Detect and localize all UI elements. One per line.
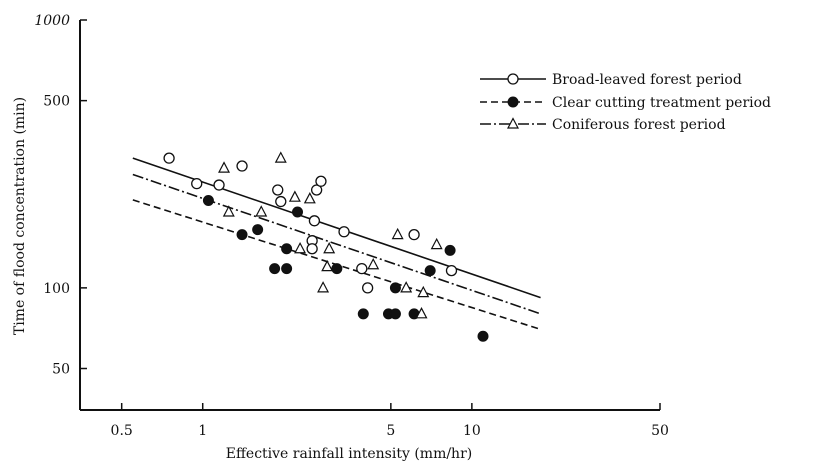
data-point [357,308,369,320]
data-point [255,205,268,217]
data-point [367,257,380,270]
legend: Broad-leaved forest period Clear cutting … [480,72,771,133]
data-point [274,151,287,163]
data-point [306,243,318,255]
data-point [507,73,519,85]
x-tick-label: 0.5 [111,423,133,439]
data-point [292,206,304,218]
axes [79,20,660,411]
data-point [310,184,323,196]
data-point [389,308,401,320]
data-point [415,307,428,319]
data-point [400,281,413,293]
y-tick-label: 1000 [34,13,70,29]
data-points [163,151,489,342]
y-tick-label: 100 [43,281,70,297]
data-point [417,285,430,298]
data-point [444,244,456,256]
data-point [281,243,293,255]
tick-labels: 0.5 1 5 10 50 50 100 500 1000 [34,13,669,439]
data-point [303,192,316,204]
x-tick-label: 5 [386,423,395,439]
data-point [236,160,248,172]
y-tick-label: 50 [52,362,70,378]
data-point [391,227,404,240]
data-point [361,282,374,294]
data-point [331,263,343,275]
data-point [218,161,231,173]
x-tick-label: 10 [463,423,481,439]
data-point [315,175,327,187]
data-point [477,330,489,342]
fit-line [132,173,541,315]
data-point [408,229,420,241]
data-point [252,224,264,236]
data-point [507,117,519,129]
data-point [288,190,301,202]
data-point [275,195,287,208]
data-point [213,179,225,191]
data-point [356,262,368,275]
data-point [191,177,203,190]
data-point [338,226,350,238]
data-point [389,282,401,294]
data-point [323,241,336,254]
ticks [80,19,661,410]
data-point [317,281,330,293]
data-point [445,264,458,277]
x-tick-label: 50 [651,423,669,439]
legend-label: Clear cutting treatment period [552,95,771,111]
legend-label: Broad-leaved forest period [552,72,742,88]
data-point [321,259,334,272]
data-point [430,237,443,250]
x-tick-label: 1 [198,423,207,439]
data-point [163,152,175,164]
data-point [507,96,519,108]
data-point [294,241,307,254]
data-point [202,194,214,206]
legend-label: Coniferous forest period [552,117,726,133]
data-point [424,265,436,277]
data-point [222,205,235,217]
data-point [236,229,248,241]
y-axis-title: Time of flood concentration (min) [12,97,28,335]
x-axis-title: Effective rainfall intensity (mm/hr) [226,446,472,462]
y-tick-label: 500 [43,94,70,110]
data-point [272,184,284,196]
data-point [281,263,293,275]
data-point [308,215,321,227]
data-point [269,263,281,275]
